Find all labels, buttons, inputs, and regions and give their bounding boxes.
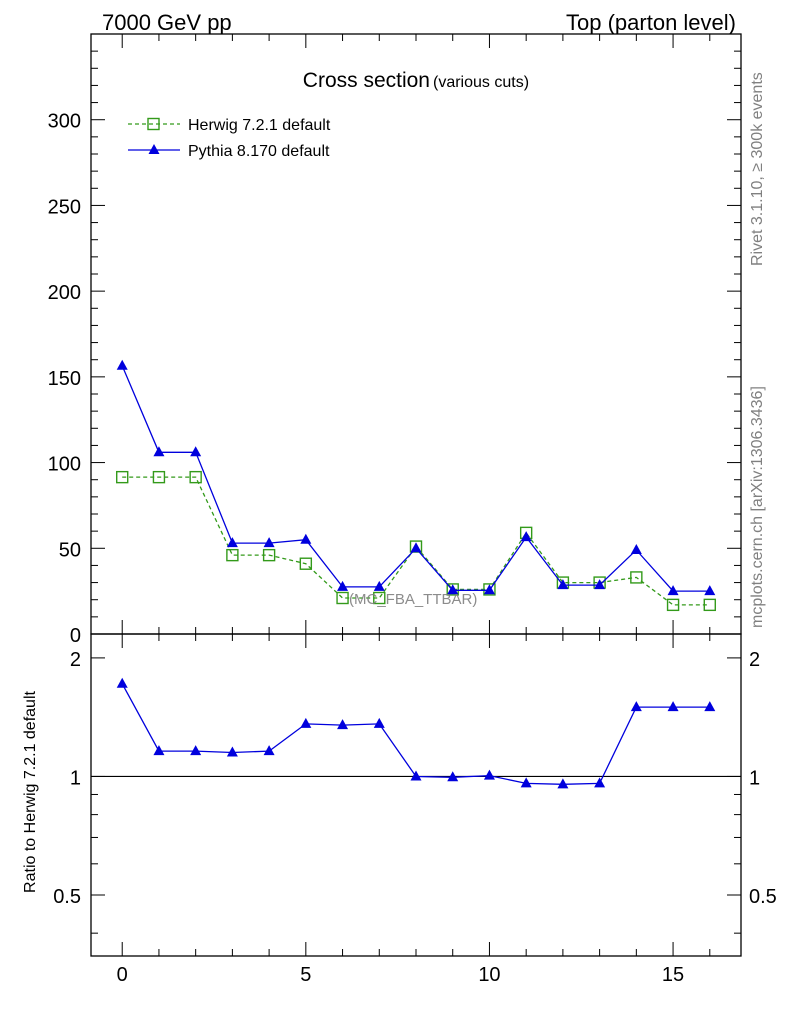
pythia-point: [520, 531, 532, 542]
pythia-ratio-point: [116, 677, 128, 688]
pythia-ratio-point: [300, 717, 312, 728]
pythia-point: [190, 446, 202, 457]
pythia-point: [447, 584, 459, 595]
herwig-point: [116, 470, 129, 484]
pythia-point: [667, 585, 679, 596]
herwig-point: [299, 557, 313, 570]
pythia-ratio-point: [447, 771, 459, 782]
legend-pythia-label: Pythia 8.170 default: [188, 143, 330, 160]
legend-herwig-marker: [147, 117, 160, 131]
pythia-point: [263, 537, 275, 548]
legend-pythia-marker: [148, 144, 160, 154]
ratio-y-tick-label: 0.5: [53, 886, 81, 908]
pythia-point: [226, 537, 238, 548]
pythia-point: [153, 446, 165, 457]
watermark: (MC_FBA_TTBAR): [349, 591, 477, 608]
plot-title: Cross section: [303, 69, 430, 92]
ratio-frame: [90, 633, 742, 957]
mcplots-label: mcplots.cern.ch [arXiv:1306.3436]: [749, 386, 766, 628]
pythia-ratio-point: [594, 777, 606, 788]
header-right: Top (parton level): [566, 10, 736, 35]
pythia-ratio-point: [373, 717, 385, 728]
ratio-plot: 0 5 10 15 0.5 0.5 1 1 2 2: [53, 633, 777, 986]
pythia-ratio-point: [263, 745, 275, 756]
ratio-ylabel: Ratio to Herwig 7.2.1 default: [22, 691, 39, 893]
pythia-ratio-point: [520, 777, 532, 788]
ratio-y-tick-label-right: 1: [749, 767, 760, 789]
y-tick-label: 100: [48, 454, 81, 476]
main-plot: 0 50 100 150 200 250 300: [48, 33, 742, 647]
ratio-y-tick-label: 1: [70, 767, 81, 789]
herwig-point: [483, 583, 496, 596]
ratio-y-tick-label: 2: [70, 649, 81, 671]
herwig-point: [152, 470, 166, 484]
pythia-ratio-point: [704, 701, 716, 712]
herwig-point: [446, 583, 459, 596]
y-tick-label: 150: [48, 368, 81, 390]
y-tick-label: 300: [48, 111, 81, 133]
pythia-point: [594, 579, 606, 590]
herwig-point: [373, 591, 386, 605]
pythia-point: [557, 579, 569, 590]
pythia-point: [483, 584, 495, 595]
pythia-ratio-point: [190, 745, 202, 756]
pythia-ratio-point: [337, 719, 349, 730]
legend-herwig-label: Herwig 7.2.1 default: [188, 117, 331, 134]
rivet-label: Rivet 3.1.10, ≥ 300k events: [749, 72, 766, 266]
x-tick-label: 15: [662, 964, 684, 986]
x-tick-label: 0: [117, 964, 128, 986]
pythia-point: [410, 542, 422, 553]
herwig-point: [703, 598, 716, 612]
pythia-point: [116, 359, 128, 370]
herwig-point: [262, 548, 276, 562]
ratio-y-tick-label-right: 0.5: [749, 886, 777, 908]
pythia-ratio-point: [483, 769, 495, 780]
pythia-ratio-point: [557, 778, 569, 789]
herwig-point: [189, 470, 202, 484]
pythia-ratio-point: [410, 770, 422, 781]
pythia-point: [373, 580, 385, 591]
header-left: 7000 GeV pp: [102, 10, 232, 35]
legend: Herwig 7.2.1 default Pythia 8.170 defaul…: [128, 117, 331, 160]
herwig-point: [630, 571, 643, 584]
y-tick-label: 50: [59, 539, 81, 561]
pythia-ratio-line: [121, 683, 710, 785]
pythia-ratio-point: [667, 701, 679, 712]
pythia-point: [704, 585, 716, 596]
y-tick-label: 200: [48, 282, 81, 304]
y-tick-label: 0: [70, 625, 81, 647]
herwig-point: [226, 548, 239, 562]
plot-subtitle: (various cuts): [433, 74, 529, 91]
pythia-ratio-point: [226, 746, 238, 757]
pythia-line: [121, 365, 710, 592]
x-tick-label: 5: [300, 964, 311, 986]
pythia-point: [630, 544, 642, 554]
ratio-y-tick-label-right: 2: [749, 649, 760, 671]
pythia-point: [337, 580, 349, 591]
herwig-point: [336, 591, 349, 605]
pythia-ratio-point: [153, 745, 165, 756]
pythia-ratio-point: [630, 701, 642, 712]
herwig-point: [666, 598, 680, 612]
x-tick-label: 10: [478, 964, 500, 986]
y-tick-label: 250: [48, 196, 81, 218]
pythia-point: [300, 533, 312, 544]
